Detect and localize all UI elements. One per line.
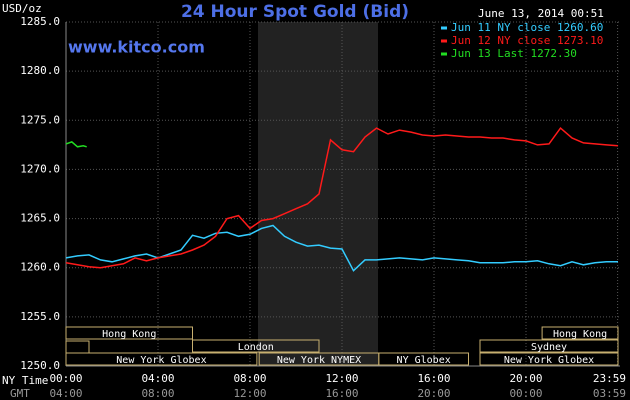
- y-axis-label: USD/oz: [2, 2, 42, 15]
- timestamp: June 13, 2014 00:51: [478, 7, 604, 20]
- x2-tick-label: 12:00: [233, 387, 266, 400]
- legend-entry: Jun 13 Last 1272.30: [451, 47, 577, 60]
- session-label: Hong Kong: [553, 329, 607, 340]
- y-tick-label: 1260.0: [20, 261, 60, 274]
- legend-swatch: [441, 26, 447, 30]
- x-tick-label: 12:00: [325, 372, 358, 385]
- y-tick-label: 1270.0: [20, 162, 60, 175]
- session-label: London: [238, 342, 274, 353]
- session-label: New York Globex: [116, 355, 206, 366]
- session-label: New York Globex: [504, 355, 594, 366]
- legend-entry: Jun 11 NY close 1260.60: [451, 21, 603, 34]
- y-tick-label: 1255.0: [20, 310, 60, 323]
- x-axis-label: NY Time: [2, 374, 48, 387]
- session-box: [65, 326, 193, 340]
- session-label: Sydney: [531, 342, 567, 353]
- chart-title: 24 Hour Spot Gold (Bid): [181, 2, 409, 22]
- x-tick-label: 20:00: [509, 372, 542, 385]
- session-label: New York NYMEX: [277, 355, 361, 366]
- y-tick-label: 1275.0: [20, 113, 60, 126]
- session-box: [192, 339, 320, 353]
- x2-tick-label: 03:59: [593, 387, 626, 400]
- y-tick-label: 1285.0: [20, 15, 60, 28]
- x-tick-label: 04:00: [141, 372, 174, 385]
- x2-axis-label: GMT: [10, 387, 30, 400]
- x2-tick-label: 08:00: [141, 387, 174, 400]
- x2-tick-label: 00:00: [509, 387, 542, 400]
- y-tick-label: 1280.0: [20, 64, 60, 77]
- x-tick-label: 16:00: [417, 372, 450, 385]
- session-box: [479, 339, 619, 353]
- session-box: [65, 352, 258, 366]
- x-tick-label: 08:00: [233, 372, 266, 385]
- y-tick-label: 1250.0: [20, 359, 60, 372]
- x-tick-label: 00:00: [49, 372, 82, 385]
- legend-entry: Jun 12 NY close 1273.10: [451, 34, 603, 47]
- legend-swatch: [441, 39, 447, 43]
- session-box: [378, 352, 469, 366]
- site-label: www.kitco.com: [68, 38, 205, 57]
- price-line: [65, 141, 87, 148]
- y-tick-label: 1265.0: [20, 212, 60, 225]
- session-label: Hong Kong: [102, 329, 156, 340]
- price-line: [65, 127, 619, 269]
- x-tick-label: 23:59: [593, 372, 626, 385]
- x2-tick-label: 16:00: [325, 387, 358, 400]
- session-box: [479, 352, 619, 366]
- session-box: [541, 326, 619, 340]
- legend-swatch: [441, 52, 447, 56]
- x2-tick-label: 04:00: [49, 387, 82, 400]
- session-label: NY Globex: [397, 355, 451, 366]
- x2-tick-label: 20:00: [417, 387, 450, 400]
